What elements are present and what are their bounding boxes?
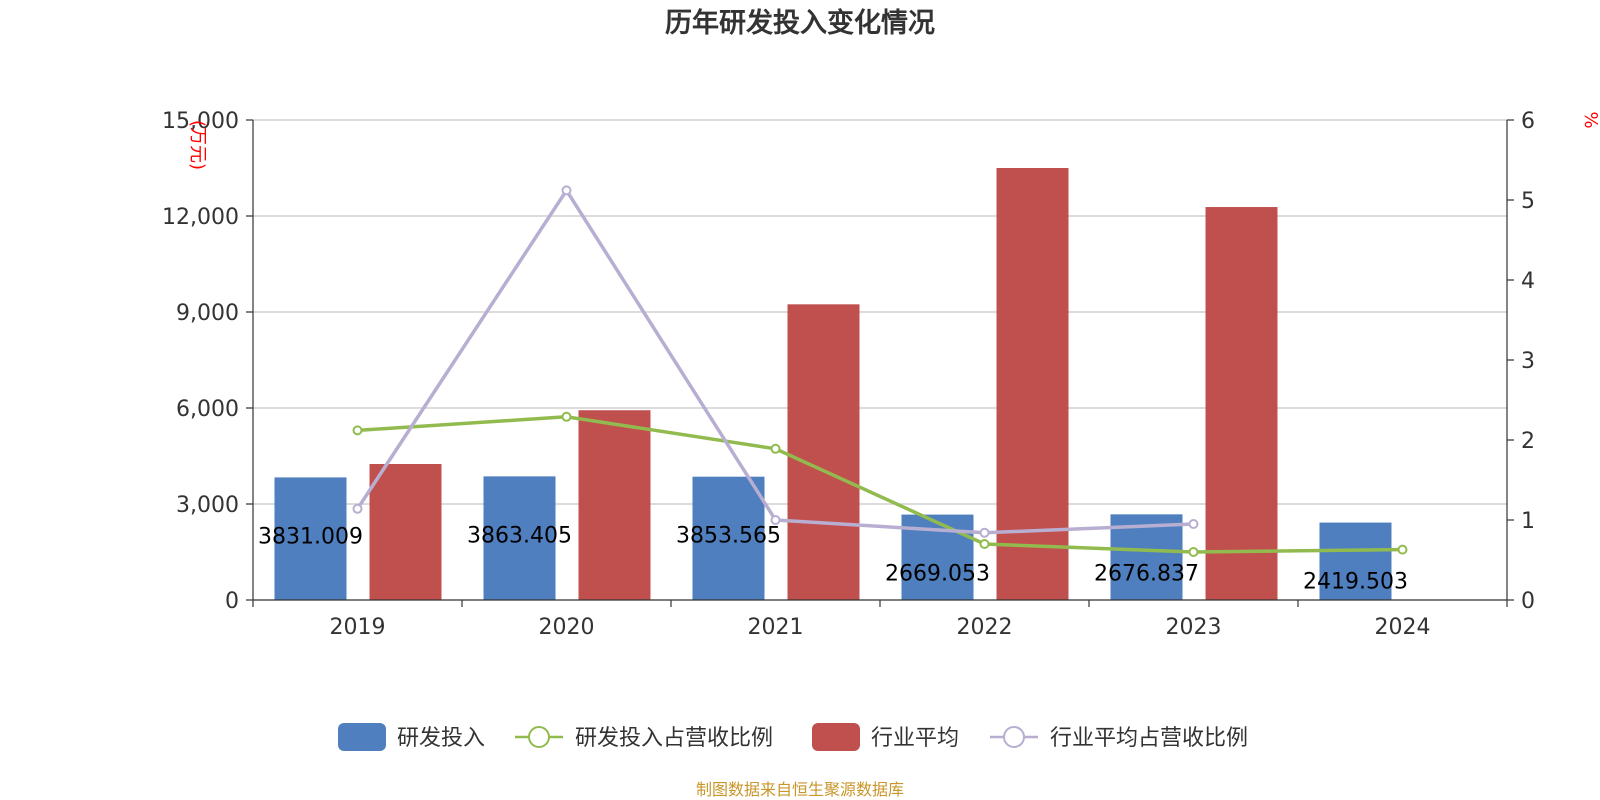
line-point [979,539,990,549]
bar [692,476,765,600]
data-labels: 3831.009 3863.405 3853.565 2669.053 2676.837… [258,523,1408,594]
x-tick-label: 2020 [539,615,595,640]
x-tick-label: 2021 [748,615,804,640]
right-tick-label: 6 [1521,109,1535,134]
line-point [561,185,572,196]
legend-label: 行业平均占营收比例 [1050,726,1248,751]
data-label: 3863.405 [467,523,572,548]
line-point [979,527,990,538]
legend-swatch [812,723,860,751]
right-tick-label: 5 [1521,189,1535,214]
legend-marker [528,726,550,748]
legend-swatch [338,723,386,751]
bar [578,410,651,600]
line-point [352,503,363,514]
chart-title: 历年研发投入变化情况 [665,7,935,39]
x-tick-label: 2019 [330,615,386,640]
legend-label: 研发投入占营收比例 [575,726,773,751]
grid-lines [253,119,1507,505]
data-label: 2676.837 [1094,561,1199,586]
legend-label: 研发投入 [397,726,485,751]
bar [274,477,347,600]
line-point [352,425,363,436]
bar [787,304,860,600]
right-axis-unit: % [1580,111,1600,128]
bar [996,168,1069,600]
left-axis-unit: (万元) [187,120,208,170]
bar [483,476,556,600]
series-line [357,415,1403,554]
data-label: 2419.503 [1303,570,1408,595]
right-tick-label: 4 [1521,269,1535,294]
bar [1319,522,1392,600]
bar [1205,207,1278,601]
bars [274,168,1392,601]
legend: 研发投入 研发投入占营收比例 行业平均 行业平均占营收比例 [338,723,1248,751]
legend-label: 行业平均 [871,726,959,751]
right-tick-label: 3 [1521,349,1535,374]
axes: 0 3,000 6,000 9,000 12,000 15,000 0 1 2 3 4 5 6 2019 2… [162,109,1535,640]
left-tick-label: 0 [225,589,239,614]
line-point [1397,544,1408,555]
x-tick-label: 2022 [957,615,1013,640]
right-tick-label: 0 [1521,589,1535,614]
x-tick-label: 2023 [1166,615,1222,640]
right-tick-label: 2 [1521,429,1535,454]
left-tick-label: 9,000 [176,301,239,326]
lines [352,185,1408,557]
line-point [1188,547,1199,557]
legend-marker [1003,726,1025,748]
data-label: 2669.053 [885,562,990,587]
source-note: 制图数据来自恒生聚源数据库 [696,780,904,799]
data-label: 3831.009 [258,524,363,549]
left-tick-label: 15,000 [162,109,239,134]
left-tick-label: 6,000 [176,397,239,422]
bar [369,464,442,600]
line-point [770,443,781,454]
line-point [561,411,572,422]
line-point [770,515,781,525]
data-label: 3853.565 [676,524,781,549]
right-tick-label: 1 [1521,509,1535,534]
x-tick-label: 2024 [1375,615,1431,640]
left-tick-label: 3,000 [176,493,239,518]
line-point [1188,519,1199,529]
left-tick-label: 12,000 [162,205,239,230]
